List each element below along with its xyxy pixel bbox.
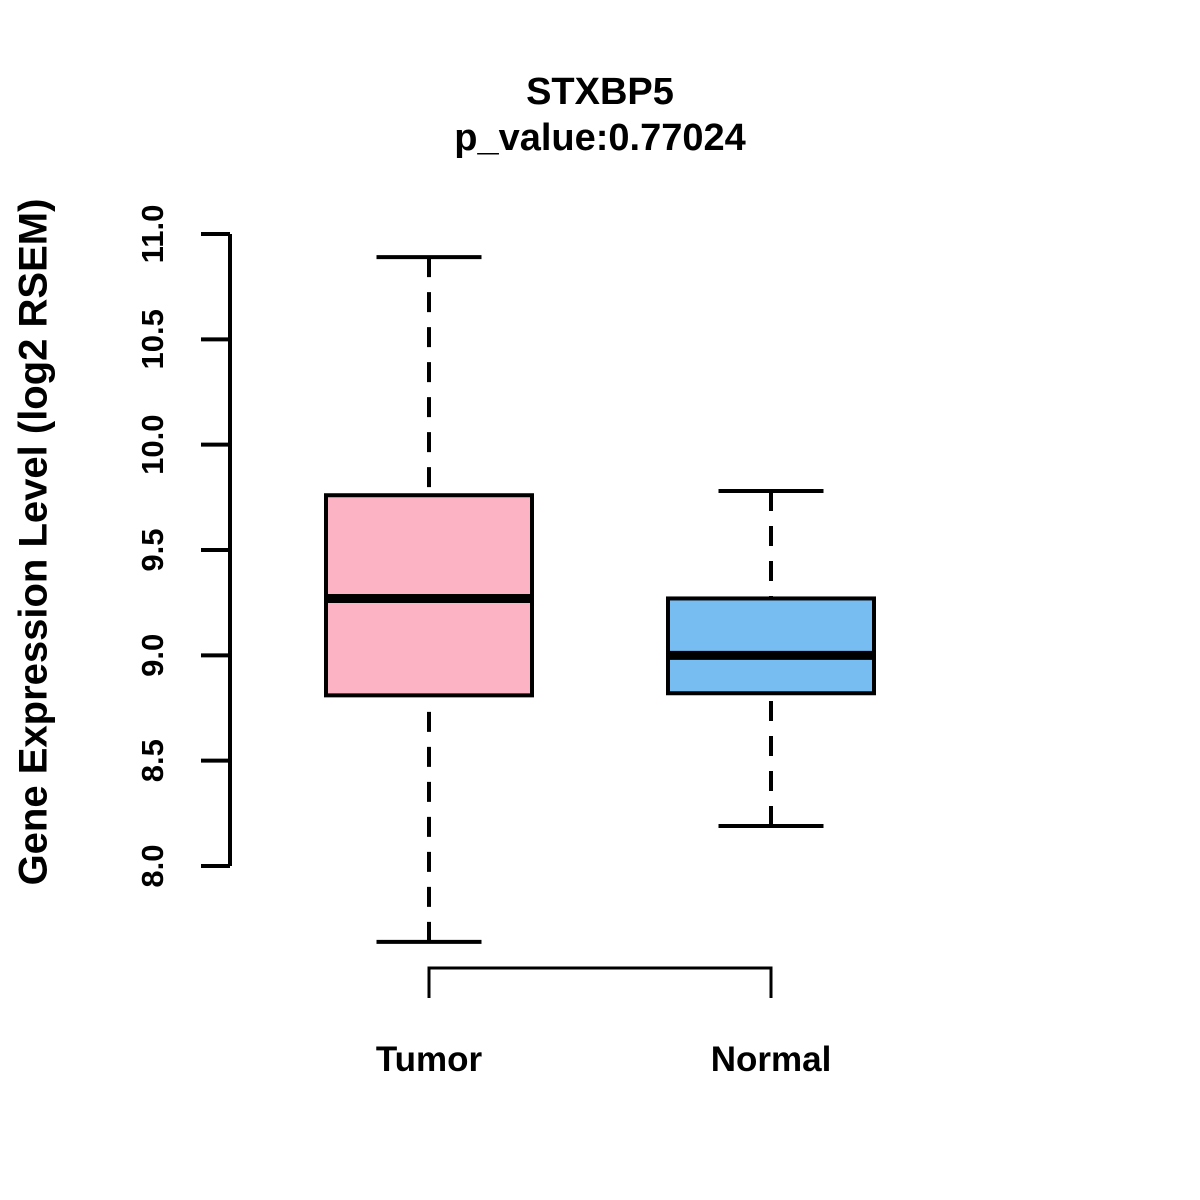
x-axis-bracket: [427, 966, 773, 998]
x-category-label-tumor: Tumor: [375, 1040, 483, 1079]
y-axis-tick-label: 11.0: [135, 205, 170, 264]
y-axis-tick-label: 10.5: [135, 309, 170, 369]
y-axis-tick-label: 10.0: [135, 414, 170, 474]
y-axis-tick-label: 8.5: [135, 739, 170, 782]
y-axis-tick-label: 8.0: [135, 844, 170, 887]
y-axis-tick-label: 9.5: [135, 528, 170, 571]
chart-subtitle: p_value:0.77024: [454, 117, 746, 159]
normal-iqr-box: [666, 596, 876, 696]
y-axis-tick-label: 9.0: [135, 634, 170, 677]
chart-title: STXBP5: [526, 71, 674, 113]
x-category-label-normal: Normal: [710, 1040, 832, 1079]
